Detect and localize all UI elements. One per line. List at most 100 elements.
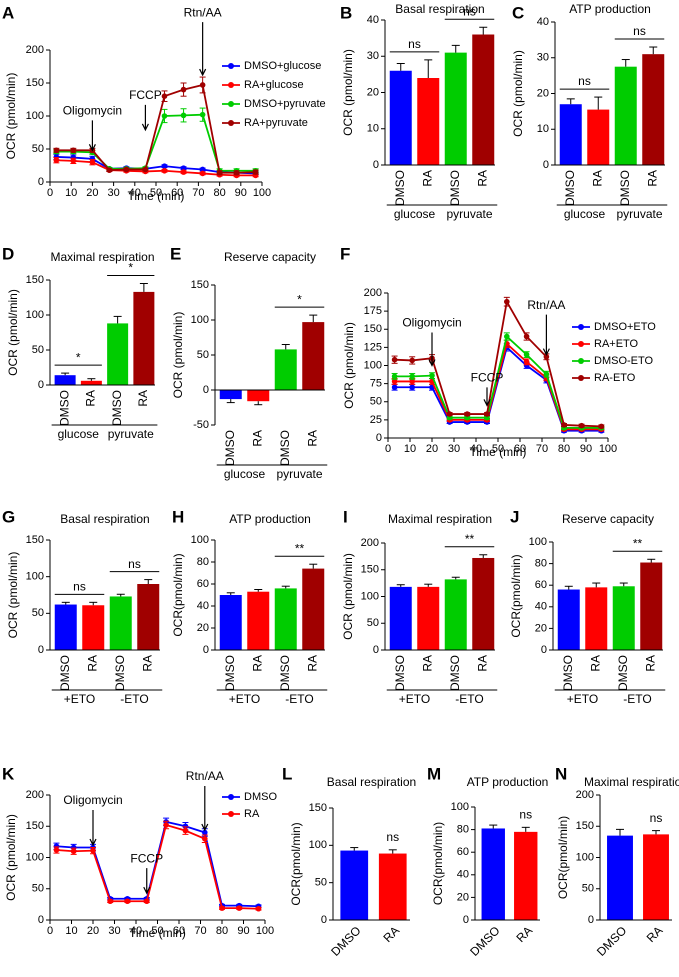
significance-label: ns (73, 580, 86, 594)
y-tick-label: 150 (576, 820, 594, 832)
x-tick-label: 20 (86, 187, 98, 199)
group-label: glucose (224, 467, 266, 481)
data-point (123, 166, 130, 173)
y-tick-label: 200 (576, 789, 594, 801)
bar (378, 853, 407, 920)
x-tick-label: 30 (107, 187, 119, 199)
group-label: pyruvate (446, 207, 492, 221)
x-tick-label: 50 (151, 925, 163, 937)
data-point (219, 905, 225, 911)
y-tick-label: 10 (537, 123, 549, 135)
x-tick-label: 50 (492, 443, 504, 455)
group-label: glucose (394, 207, 436, 221)
bar (302, 322, 325, 390)
annotation-arrow (201, 786, 209, 832)
group-label: glucose (564, 207, 606, 221)
x-tick-label: 80 (558, 443, 570, 455)
x-axis-label: Time (min) (129, 926, 186, 940)
category-label: RA (84, 390, 98, 407)
y-axis-label: OCR (pmol/min) (4, 73, 18, 160)
legend-marker (578, 375, 584, 381)
data-point (90, 847, 96, 854)
annotation-label: FCCP (129, 88, 162, 102)
data-point (409, 357, 416, 364)
data-point (53, 847, 60, 853)
legend-marker (228, 82, 234, 88)
data-point (161, 113, 168, 119)
y-tick-label: 60 (535, 579, 547, 591)
bar (109, 596, 132, 650)
data-point (180, 112, 187, 119)
panel-label: I (343, 507, 348, 526)
category-label: RA (588, 655, 602, 672)
panel-label: D (2, 244, 14, 263)
annotation-label: Oligomycin (63, 103, 122, 117)
bar (444, 52, 467, 165)
y-tick-label: 60 (197, 578, 209, 590)
data-point (89, 159, 96, 165)
y-tick-label: 100 (576, 851, 594, 863)
chart-title: Maximal respiration (584, 775, 679, 789)
y-axis-label: OCR(pmol/min) (509, 554, 523, 637)
y-tick-label: 0 (463, 914, 469, 926)
y-tick-label: 40 (197, 600, 209, 612)
group-label: -ETO (285, 692, 313, 706)
y-tick-label: 0 (203, 384, 209, 396)
x-tick-label: 10 (65, 925, 77, 937)
category-label: RA (305, 655, 319, 672)
category-label: RA (250, 655, 264, 672)
legend-label: DMSO+glucose (244, 60, 321, 72)
y-axis-label: OCR (pmol/min) (4, 814, 18, 901)
data-point (202, 829, 208, 836)
y-tick-label: 100 (529, 536, 547, 548)
x-tick-label: 0 (47, 187, 53, 199)
category-label: RA (645, 170, 659, 187)
category-label: RA (420, 170, 434, 187)
y-tick-label: 10 (367, 123, 379, 135)
x-tick-label: 30 (448, 443, 460, 455)
x-tick-label: 70 (194, 925, 206, 937)
data-point (391, 384, 398, 391)
category-label: DMSO (223, 655, 237, 691)
category-label: DMSO (563, 170, 577, 206)
y-tick-label: 60 (457, 846, 469, 858)
legend-label: RA+pyruvate (244, 117, 308, 129)
x-tick-label: 70 (192, 187, 204, 199)
data-point (180, 169, 187, 175)
data-point (161, 167, 168, 174)
bar (642, 54, 665, 165)
y-tick-label: 200 (26, 789, 44, 801)
chart-title: Maximal respiration (50, 250, 154, 264)
series-line (394, 345, 602, 432)
series-line (394, 334, 602, 429)
annotation-label: Oligomycin (402, 316, 461, 330)
bar (614, 66, 637, 165)
legend-label: RA+glucose (244, 79, 304, 91)
y-tick-label: 100 (451, 801, 469, 813)
data-point (391, 373, 398, 380)
y-tick-label: 50 (367, 617, 379, 629)
data-point (391, 356, 398, 363)
y-tick-label: -50 (193, 419, 209, 431)
y-tick-label: 100 (309, 839, 327, 851)
annotation-label: Rtn/AA (184, 5, 222, 19)
bar (219, 595, 242, 650)
x-tick-label: 40 (130, 925, 142, 937)
y-tick-label: 40 (535, 601, 547, 613)
annotation-arrow (428, 332, 436, 367)
y-tick-label: 175 (364, 305, 382, 317)
legend-marker (228, 794, 234, 800)
y-tick-label: 0 (373, 159, 379, 171)
annotation-label: Rtn/AA (186, 769, 224, 783)
data-point (523, 351, 530, 358)
y-tick-label: 125 (364, 341, 382, 353)
y-tick-label: 40 (457, 869, 469, 881)
x-tick-label: 40 (129, 187, 141, 199)
y-tick-label: 200 (361, 537, 379, 549)
panel-label: B (340, 3, 352, 22)
data-point (70, 848, 77, 855)
data-point (199, 111, 206, 118)
legend-label: DMSO (244, 791, 277, 803)
category-label: RA (643, 655, 657, 672)
category-label: RA (305, 430, 319, 447)
